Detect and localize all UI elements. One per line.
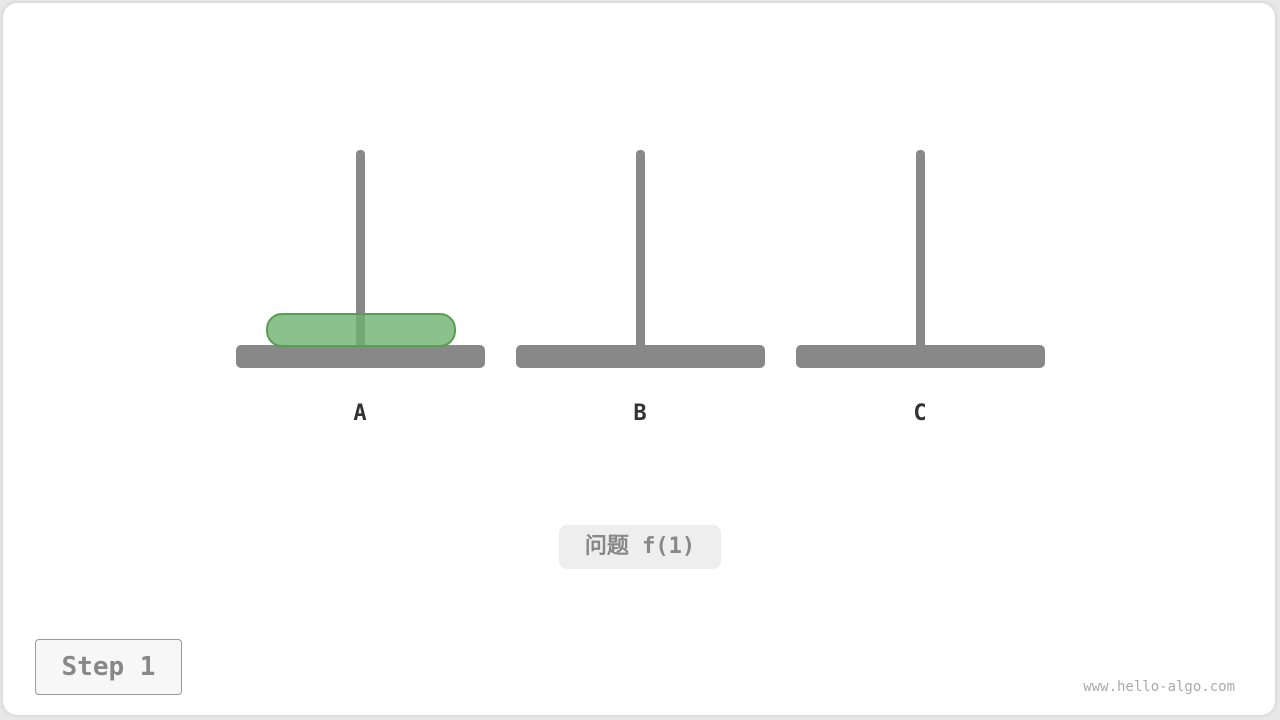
disk [266,313,456,347]
rod-c-pole [916,150,925,350]
watermark: www.hello-algo.com [1083,679,1235,695]
rod-c-base [796,345,1045,368]
rod-a-base [236,345,485,368]
rod-a-pole [356,150,365,350]
rod-b-base [516,345,765,368]
rod-b-pole [636,150,645,350]
caption: 问题 f(1) [559,525,721,569]
step-label: Step 1 [35,639,182,695]
rod-b-label: B [633,401,647,426]
diagram-canvas: A B C 问题 f(1) Step 1 www.hello-algo.com [3,3,1275,715]
rod-c-label: C [913,401,927,426]
rod-a-label: A [353,401,367,426]
